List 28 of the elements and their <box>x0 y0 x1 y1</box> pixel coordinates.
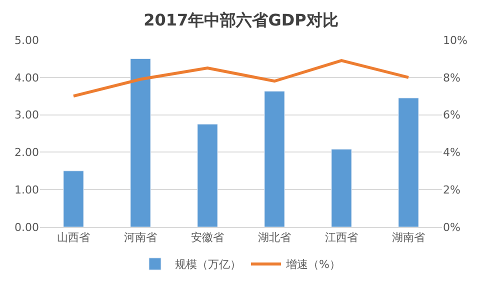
x-tick-label: 安徽省 <box>191 231 224 244</box>
y2-tick-label: 2% <box>443 183 460 196</box>
x-tick-label: 湖南省 <box>392 231 425 244</box>
y-tick-label: 0.00 <box>14 220 39 234</box>
x-tick-label: 山西省 <box>57 231 90 244</box>
bar <box>63 170 84 227</box>
x-tick-label: 湖北省 <box>258 231 291 244</box>
y-tick-label: 2.00 <box>14 146 39 160</box>
x-tick-label: 江西省 <box>325 231 358 244</box>
y2-tick-label: 0% <box>443 220 460 234</box>
bar <box>264 90 285 227</box>
y2-tick-label: 6% <box>443 108 460 122</box>
bar <box>130 58 151 227</box>
legend-label: 增速（%） <box>285 258 340 272</box>
bar <box>331 148 352 227</box>
y2-tick-label: 4% <box>443 146 460 160</box>
y-tick-label: 4.00 <box>14 71 39 84</box>
bar <box>398 98 419 227</box>
bar <box>197 124 218 227</box>
legend-label: 规模（万亿） <box>175 258 241 272</box>
y-tick-label: 3.00 <box>14 108 39 122</box>
y-tick-label: 1.00 <box>14 183 39 196</box>
y2-tick-label: 8% <box>443 71 460 84</box>
y-tick-label: 5.00 <box>14 34 39 47</box>
x-tick-label: 河南省 <box>124 231 157 244</box>
y2-tick-label: 10% <box>443 34 468 47</box>
line-series <box>72 59 410 98</box>
chart-title: 2017年中部六省GDP对比 <box>144 10 338 30</box>
